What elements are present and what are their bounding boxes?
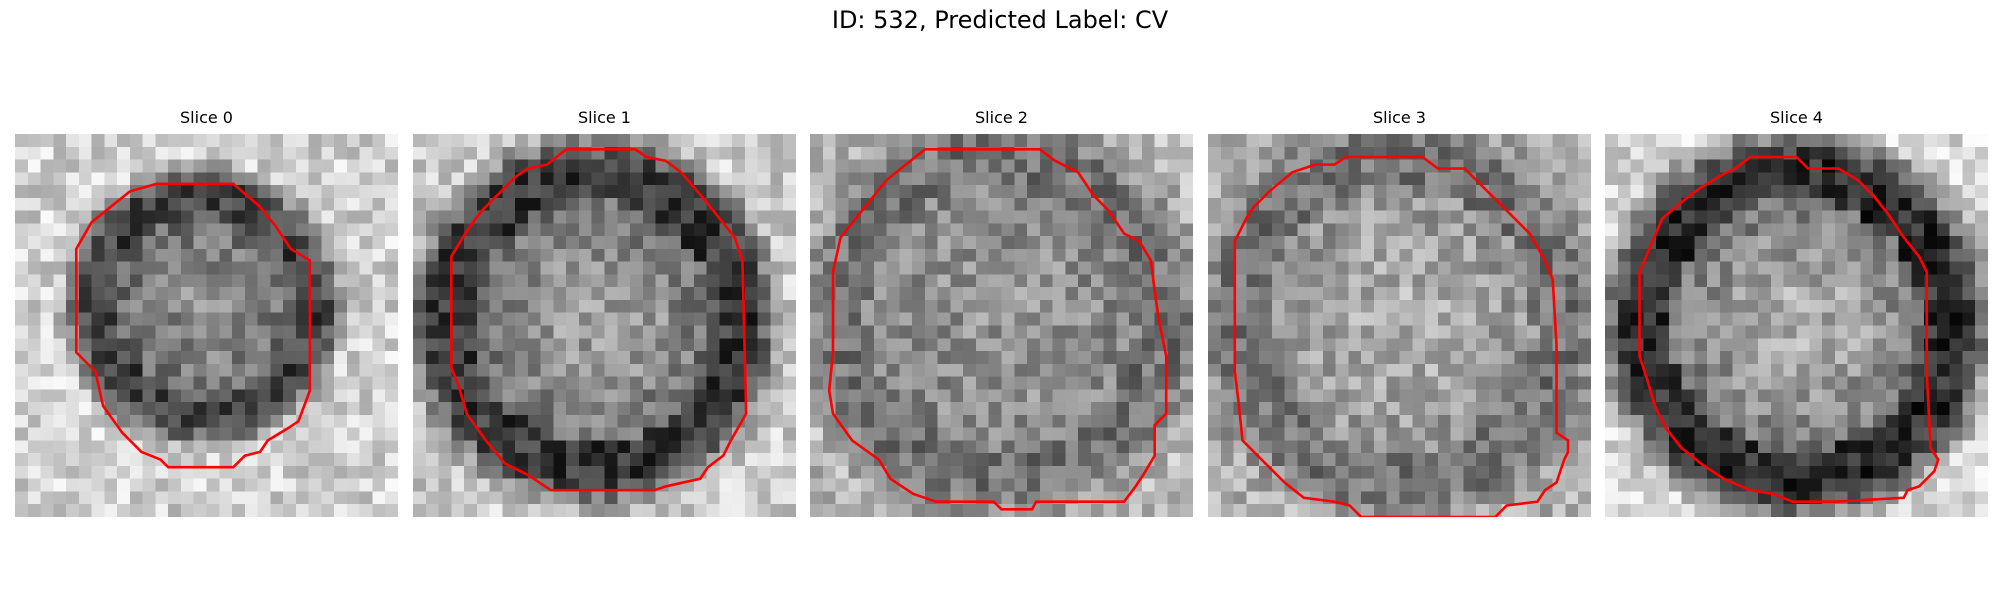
- figure-title: ID: 532, Predicted Label: CV: [831, 6, 1169, 34]
- slice-2-contour: [827, 148, 1168, 511]
- slice-1-contour: [449, 148, 748, 492]
- slice-3-title: Slice 3: [1373, 108, 1426, 127]
- slice-0-image: [15, 134, 398, 517]
- slice-2-image: [810, 134, 1193, 517]
- slice-0-contour: [74, 182, 312, 469]
- slice-4-contour: [1638, 155, 1940, 504]
- slice-1-title: Slice 1: [578, 108, 631, 127]
- slice-3-contour: [1233, 155, 1570, 517]
- slice-2-title: Slice 2: [975, 108, 1028, 127]
- slice-0-title: Slice 0: [180, 108, 233, 127]
- slice-1-image: [413, 134, 796, 517]
- slice-1-pixels: [413, 134, 796, 517]
- slice-4-image: [1605, 134, 1988, 517]
- slice-4-pixels: [1605, 134, 1988, 517]
- slice-0-pixels: [15, 134, 398, 517]
- slice-3-image: [1208, 134, 1591, 517]
- slice-4-title: Slice 4: [1770, 108, 1823, 127]
- slice-3-pixels: [1208, 134, 1591, 517]
